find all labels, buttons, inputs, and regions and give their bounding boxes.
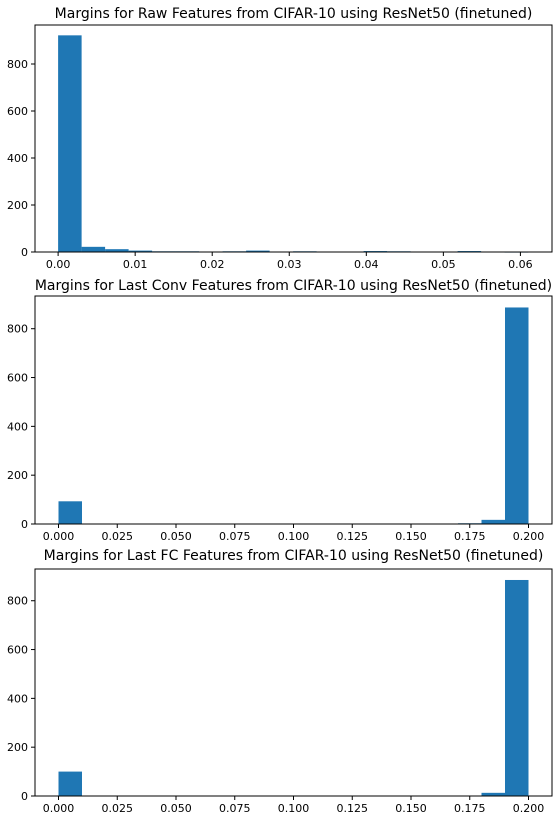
chart-title-raw: Margins for Raw Features from CIFAR-10 u… xyxy=(54,6,533,22)
x-tick-label-last-conv: 0.125 xyxy=(337,530,369,543)
x-tick-label-last-conv: 0.075 xyxy=(219,530,251,543)
y-tick-label-last-fc: 200 xyxy=(7,741,28,754)
x-tick-label-last-conv: 0.025 xyxy=(102,530,134,543)
chart-title-last-fc: Margins for Last FC Features from CIFAR-… xyxy=(43,548,544,564)
x-tick-label-last-conv: 0.050 xyxy=(160,530,192,543)
x-tick-label-last-fc: 0.125 xyxy=(337,802,369,815)
histogram-bar-raw xyxy=(105,249,129,252)
x-tick-label-last-fc: 0.000 xyxy=(43,802,75,815)
x-tick-label-raw: 0.05 xyxy=(431,258,456,271)
histogram-bar-last-fc xyxy=(481,792,505,796)
histogram-bar-last-fc xyxy=(505,579,529,796)
x-tick-label-raw: 0.02 xyxy=(200,258,225,271)
x-tick-label-last-fc: 0.200 xyxy=(513,802,545,815)
y-tick-label-last-fc: 0 xyxy=(21,790,28,803)
x-tick-label-last-fc: 0.075 xyxy=(219,802,251,815)
y-tick-label-last-conv: 600 xyxy=(7,372,28,385)
y-tick-label-last-conv: 400 xyxy=(7,420,28,433)
y-tick-label-last-fc: 600 xyxy=(7,644,28,657)
histogram-bar-raw xyxy=(128,250,153,252)
y-tick-label-raw: 0 xyxy=(21,246,28,259)
histogram-bar-raw xyxy=(58,35,82,253)
y-tick-label-raw: 600 xyxy=(7,105,28,118)
histogram-bar-last-fc xyxy=(58,771,82,796)
y-tick-label-last-fc: 800 xyxy=(7,595,28,608)
x-tick-label-raw: 0.01 xyxy=(123,258,148,271)
axes-frame-last-fc xyxy=(34,568,553,797)
axes-frame-raw xyxy=(34,24,553,253)
x-tick-label-raw: 0.04 xyxy=(354,258,379,271)
y-tick-label-raw: 800 xyxy=(7,58,28,71)
x-tick-label-last-conv: 0.000 xyxy=(43,530,75,543)
histogram-bar-raw xyxy=(81,246,106,252)
x-tick-label-last-conv: 0.150 xyxy=(395,530,427,543)
x-tick-label-last-conv: 0.175 xyxy=(454,530,486,543)
y-tick-label-raw: 400 xyxy=(7,152,28,165)
x-tick-label-last-conv: 0.200 xyxy=(513,530,545,543)
histogram-bar-last-conv xyxy=(58,501,82,524)
x-tick-label-last-fc: 0.150 xyxy=(395,802,427,815)
x-tick-label-raw: 0.06 xyxy=(508,258,533,271)
histogram-bar-last-conv xyxy=(481,519,505,524)
x-tick-label-raw: 0.00 xyxy=(46,258,71,271)
x-tick-label-last-fc: 0.175 xyxy=(454,802,486,815)
y-tick-label-last-conv: 200 xyxy=(7,469,28,482)
x-tick-label-last-fc: 0.025 xyxy=(102,802,134,815)
x-tick-label-raw: 0.03 xyxy=(277,258,302,271)
axes-frame-last-conv xyxy=(34,295,553,525)
histogram-bar-last-conv xyxy=(505,307,529,524)
x-tick-label-last-fc: 0.100 xyxy=(278,802,310,815)
histogram-bar-raw xyxy=(246,250,270,252)
x-tick-label-last-conv: 0.100 xyxy=(278,530,310,543)
x-tick-label-last-fc: 0.050 xyxy=(160,802,192,815)
y-tick-label-last-conv: 800 xyxy=(7,323,28,336)
y-tick-label-last-fc: 400 xyxy=(7,692,28,705)
chart-title-last-conv: Margins for Last Conv Features from CIFA… xyxy=(34,278,553,294)
y-tick-label-raw: 200 xyxy=(7,199,28,212)
y-tick-label-last-conv: 0 xyxy=(21,518,28,531)
